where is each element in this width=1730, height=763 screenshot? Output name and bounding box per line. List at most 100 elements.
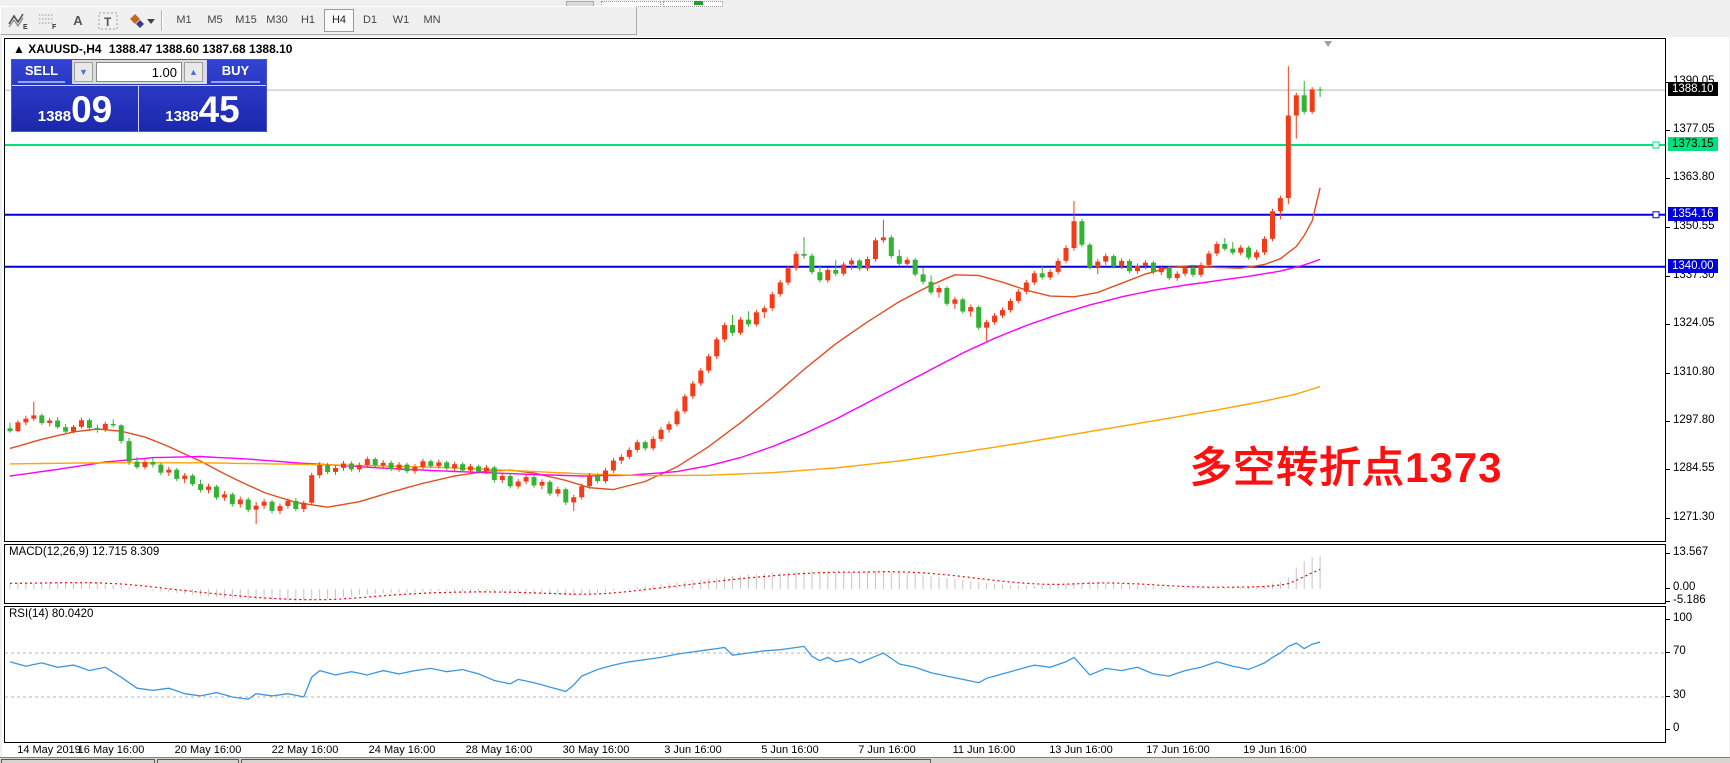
sell-price-display[interactable]: 1388 09 (12, 85, 139, 132)
scale-tick-mark (1666, 553, 1670, 554)
scale-tick-mark (1666, 652, 1670, 653)
volume-increase-button[interactable]: ▲ (184, 62, 203, 82)
toolbar: E F A T M1 M5 M15 M30 H1 H4 D1 W1 MN (0, 6, 637, 35)
ohlc-values: 1388.47 1388.60 1387.68 1388.10 (108, 42, 293, 56)
time-axis-label: 19 Jun 16:00 (1243, 744, 1307, 756)
time-axis-label: 3 Jun 16:00 (664, 744, 722, 756)
timeframe-w1[interactable]: W1 (392, 14, 410, 26)
buy-underline (211, 81, 260, 83)
price-chart-canvas[interactable] (5, 39, 1665, 541)
scale-tick-label: 70 (1673, 645, 1686, 657)
time-axis-label: 28 May 16:00 (465, 744, 533, 756)
level-line-handle (1652, 141, 1660, 149)
time-axis[interactable]: 14 May 2019 16 May 16:00 20 May 16:00 22 Ma… (4, 743, 1729, 758)
timeframe-h1[interactable]: H1 (300, 14, 316, 26)
timeframe-h4[interactable]: H4 (324, 9, 354, 32)
time-axis-label: 7 Jun 16:00 (858, 744, 916, 756)
buy-button[interactable]: BUY (205, 60, 266, 84)
annotation-text: 多空转折点1373 (1190, 444, 1503, 491)
time-axis-label: 20 May 16:00 (174, 744, 242, 756)
time-axis-label: 13 Jun 16:00 (1049, 744, 1113, 756)
indicators-expert-icon[interactable]: E (5, 9, 31, 32)
scale-tick-label: 100 (1673, 612, 1693, 624)
grid-icon[interactable]: F (35, 9, 61, 32)
clipped-green-icon (694, 1, 703, 5)
scale-tick-mark (1666, 518, 1670, 519)
rsi-pane[interactable]: RSI(14) 80.0420 (4, 606, 1666, 743)
quote-bar: ▲ XAUUSD-,H4 1388.47 1388.60 1387.68 138… (13, 42, 292, 56)
chart-tab[interactable] (157, 759, 239, 763)
time-axis-label: 16 May 16:00 (77, 744, 145, 756)
text-tool-icon[interactable]: T (95, 9, 121, 32)
bid-price-label: 1388.10 (1668, 82, 1718, 96)
arrows-tool-icon[interactable] (125, 9, 159, 32)
timeframe-m5[interactable]: M5 (207, 14, 223, 26)
scale-tick-mark (1666, 276, 1670, 277)
scale-tick-label: 1297.80 (1673, 414, 1715, 426)
timeframe-d1[interactable]: D1 (362, 14, 378, 26)
chart-window: ▲ XAUUSD-,H4 1388.47 1388.60 1387.68 138… (2, 37, 1729, 758)
scale-tick-label: 1310.80 (1673, 366, 1715, 378)
toolbar-separator (161, 10, 163, 31)
macd-label: MACD(12,26,9) 12.715 8.309 (9, 546, 160, 558)
timeframe-m30[interactable]: M30 (266, 14, 288, 26)
buy-price-big: 45 (198, 89, 240, 130)
sell-underline (18, 81, 65, 83)
scale-tick-label: 0.00 (1673, 581, 1696, 593)
sell-button[interactable]: SELL (12, 60, 71, 84)
rsi-label: RSI(14) 80.0420 (9, 608, 94, 620)
scale-tick-mark (1666, 373, 1670, 374)
macd-canvas[interactable] (5, 545, 1665, 603)
scale-tick-mark (1666, 601, 1670, 602)
time-axis-label: 17 Jun 16:00 (1146, 744, 1210, 756)
sell-price-small: 1388 (37, 108, 72, 125)
label-tool-icon[interactable]: A (65, 9, 91, 32)
scale-tick-label: 1324.05 (1673, 317, 1715, 329)
sell-label: SELL (24, 63, 59, 78)
scale-tick-label: 0 (1673, 722, 1680, 734)
time-axis-label: 24 May 16:00 (368, 744, 436, 756)
scale-tick-label: 1350.55 (1673, 220, 1715, 232)
chart-shift-marker (1324, 41, 1333, 47)
scale-tick-label: 30 (1673, 689, 1686, 701)
timeframe-mn[interactable]: MN (423, 14, 441, 26)
sell-price-big: 09 (71, 89, 113, 130)
scale-tick-label: 1363.80 (1673, 171, 1715, 183)
scale-tick-mark (1666, 588, 1670, 589)
scale-tick-label: -5.186 (1673, 594, 1706, 606)
time-axis-label: 22 May 16:00 (271, 744, 339, 756)
rsi-canvas[interactable] (5, 607, 1665, 742)
chart-tab[interactable] (1, 759, 155, 763)
one-click-trade-panel: SELL ▼ ▲ BUY 1388 09 1388 45 (11, 59, 267, 132)
chart-tab[interactable] (241, 759, 931, 763)
label-glyph: A (73, 13, 83, 28)
volume-input[interactable] (96, 62, 182, 82)
buy-label: BUY (221, 63, 250, 78)
symbol-label: XAUUSD-,H4 (28, 42, 102, 56)
level-price-label: 1354.16 (1668, 207, 1718, 221)
scale-tick-label: 1284.55 (1673, 462, 1715, 474)
scale-tick-mark (1666, 227, 1670, 228)
price-pane[interactable]: ▲ XAUUSD-,H4 1388.47 1388.60 1387.68 138… (4, 38, 1666, 542)
macd-pane[interactable]: MACD(12,26,9) 12.715 8.309 (4, 544, 1666, 604)
time-axis-label: 5 Jun 16:00 (761, 744, 819, 756)
scale-tick-mark (1666, 421, 1670, 422)
time-axis-label: 30 May 16:00 (562, 744, 630, 756)
trade-panel-top-row: SELL ▼ ▲ BUY (12, 60, 266, 86)
timeframe-m1[interactable]: M1 (176, 14, 192, 26)
svg-text:F: F (52, 24, 57, 30)
volume-decrease-button[interactable]: ▼ (74, 62, 93, 82)
volume-control: ▼ ▲ (72, 60, 207, 84)
scale-tick-mark (1666, 178, 1670, 179)
timeframe-m15[interactable]: M15 (235, 14, 257, 26)
buy-price-display[interactable]: 1388 45 (139, 85, 266, 132)
scale-tick-mark (1666, 130, 1670, 131)
level-line-handle (1652, 211, 1660, 219)
svg-text:E: E (23, 24, 28, 30)
scale-tick-label: 1271.30 (1673, 511, 1715, 523)
level-price-label: 1340.00 (1668, 259, 1718, 273)
price-scale[interactable]: 1390.05 1377.05 1363.80 1350.55 1337.30 1324.… (1666, 38, 1729, 743)
scale-tick-mark (1666, 696, 1670, 697)
scale-tick-mark (1666, 324, 1670, 325)
buy-price-small: 1388 (165, 108, 199, 125)
